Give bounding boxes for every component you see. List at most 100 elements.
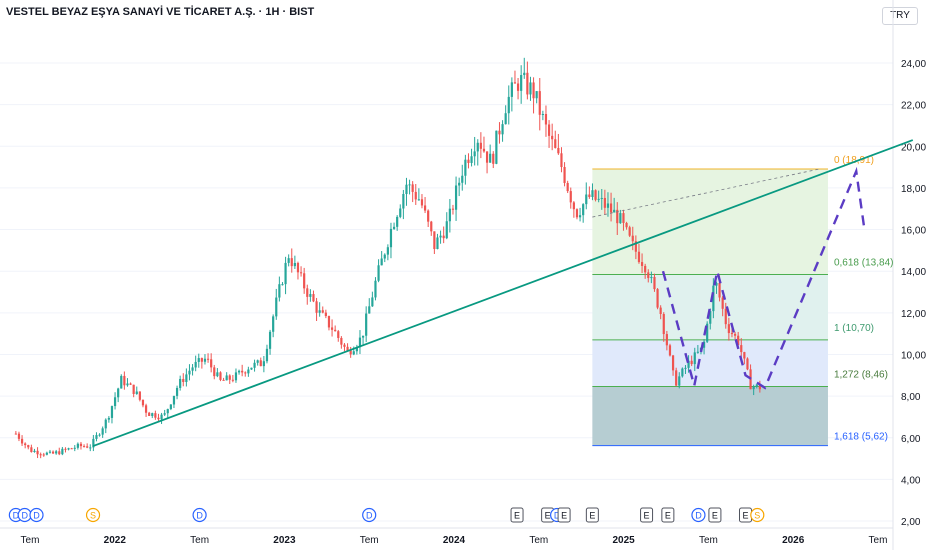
x-tick-label: 2026	[782, 535, 805, 546]
candle-body	[532, 82, 535, 99]
candle-body	[402, 194, 405, 209]
candle-body	[95, 435, 98, 439]
candle-body	[368, 306, 371, 314]
candle-body	[693, 352, 696, 365]
x-tick-label: 2024	[443, 535, 466, 546]
candle-body	[312, 294, 315, 302]
y-tick-label: 6,00	[901, 434, 921, 445]
candle-body	[70, 448, 73, 450]
candle-body	[290, 258, 293, 267]
candle-body	[135, 391, 138, 394]
candle-body	[733, 333, 737, 336]
candle-body	[148, 412, 151, 416]
y-tick-label: 8,00	[901, 392, 921, 403]
candle-body	[557, 147, 560, 154]
candle-body	[706, 323, 709, 342]
candle-body	[200, 358, 203, 362]
candle-body	[637, 251, 641, 263]
candle-body	[160, 414, 163, 420]
candle-body	[653, 276, 656, 290]
candle-body	[33, 450, 36, 453]
fib-zone	[592, 339, 828, 387]
candle-body	[554, 139, 557, 148]
candle-body	[569, 191, 572, 203]
split-marker	[750, 507, 765, 523]
candle-body	[275, 297, 278, 317]
candle-body	[210, 359, 213, 368]
candle-body	[448, 208, 451, 222]
candle-body	[656, 289, 659, 308]
candle-body	[58, 451, 61, 455]
candle-body	[436, 237, 439, 250]
candle-body	[45, 452, 48, 455]
candle-body	[355, 347, 358, 352]
candle-body	[454, 185, 458, 210]
candle-body	[647, 272, 650, 279]
candle-body	[321, 310, 324, 313]
candle-body	[64, 448, 67, 450]
candle-body	[219, 372, 222, 380]
candle-body	[334, 329, 337, 332]
candle-body	[30, 447, 33, 453]
candle-body	[343, 344, 346, 347]
candle-body	[510, 82, 513, 97]
candle-body	[681, 368, 684, 377]
candle-body	[380, 258, 383, 266]
candle-body	[98, 434, 101, 436]
candle-body	[482, 148, 486, 152]
x-tick-label: 2025	[612, 535, 635, 546]
dividend-marker	[192, 507, 207, 523]
candle-body	[492, 153, 495, 164]
candle-body	[42, 454, 45, 456]
candle-body	[104, 419, 107, 429]
candle-body	[613, 209, 616, 213]
candle-body	[166, 409, 169, 414]
candle-body	[306, 288, 309, 297]
candle-body	[603, 197, 606, 208]
candle-body	[117, 388, 120, 398]
event-marker-letter: E	[514, 511, 520, 521]
event-marker-letter: E	[742, 511, 748, 521]
candle-body	[671, 355, 675, 371]
candle-body	[467, 159, 470, 163]
candle-body	[327, 316, 331, 328]
candle-body	[563, 167, 566, 183]
candle-body	[141, 399, 145, 406]
candle-body	[67, 448, 70, 450]
candle-body	[442, 235, 445, 239]
candle-body	[55, 451, 58, 454]
candle-body	[489, 153, 492, 163]
candle-body	[411, 184, 414, 192]
candle-body	[358, 337, 362, 348]
dashed-connector	[592, 168, 819, 218]
x-tick-label: Tem	[190, 535, 209, 546]
candle-body	[110, 406, 114, 418]
candle-body	[281, 284, 284, 286]
candle-body	[374, 280, 377, 298]
candle-body	[228, 375, 231, 380]
candle-body	[132, 384, 135, 394]
candle-body	[324, 312, 327, 317]
candle-body	[36, 450, 39, 455]
candle-body	[668, 345, 672, 356]
event-marker-letter: D	[554, 511, 561, 521]
candle-body	[485, 151, 489, 163]
candle-body	[129, 383, 132, 385]
candle-body	[634, 241, 637, 252]
candle-body	[287, 258, 290, 263]
candle-body	[293, 262, 296, 267]
candle-body	[414, 191, 417, 200]
candle-body	[163, 413, 166, 415]
event-marker-letter: E	[712, 511, 718, 521]
candle-body	[640, 262, 644, 266]
candle-body	[247, 369, 250, 374]
candle-body	[237, 370, 241, 373]
candle-body	[172, 395, 176, 405]
x-tick-label: Tem	[869, 535, 888, 546]
candle-body	[234, 372, 238, 381]
candle-body	[377, 265, 380, 281]
candle-body	[445, 221, 448, 239]
candle-body	[259, 360, 262, 367]
candle-body	[182, 378, 185, 383]
currency-button[interactable]: TRY	[882, 7, 918, 25]
